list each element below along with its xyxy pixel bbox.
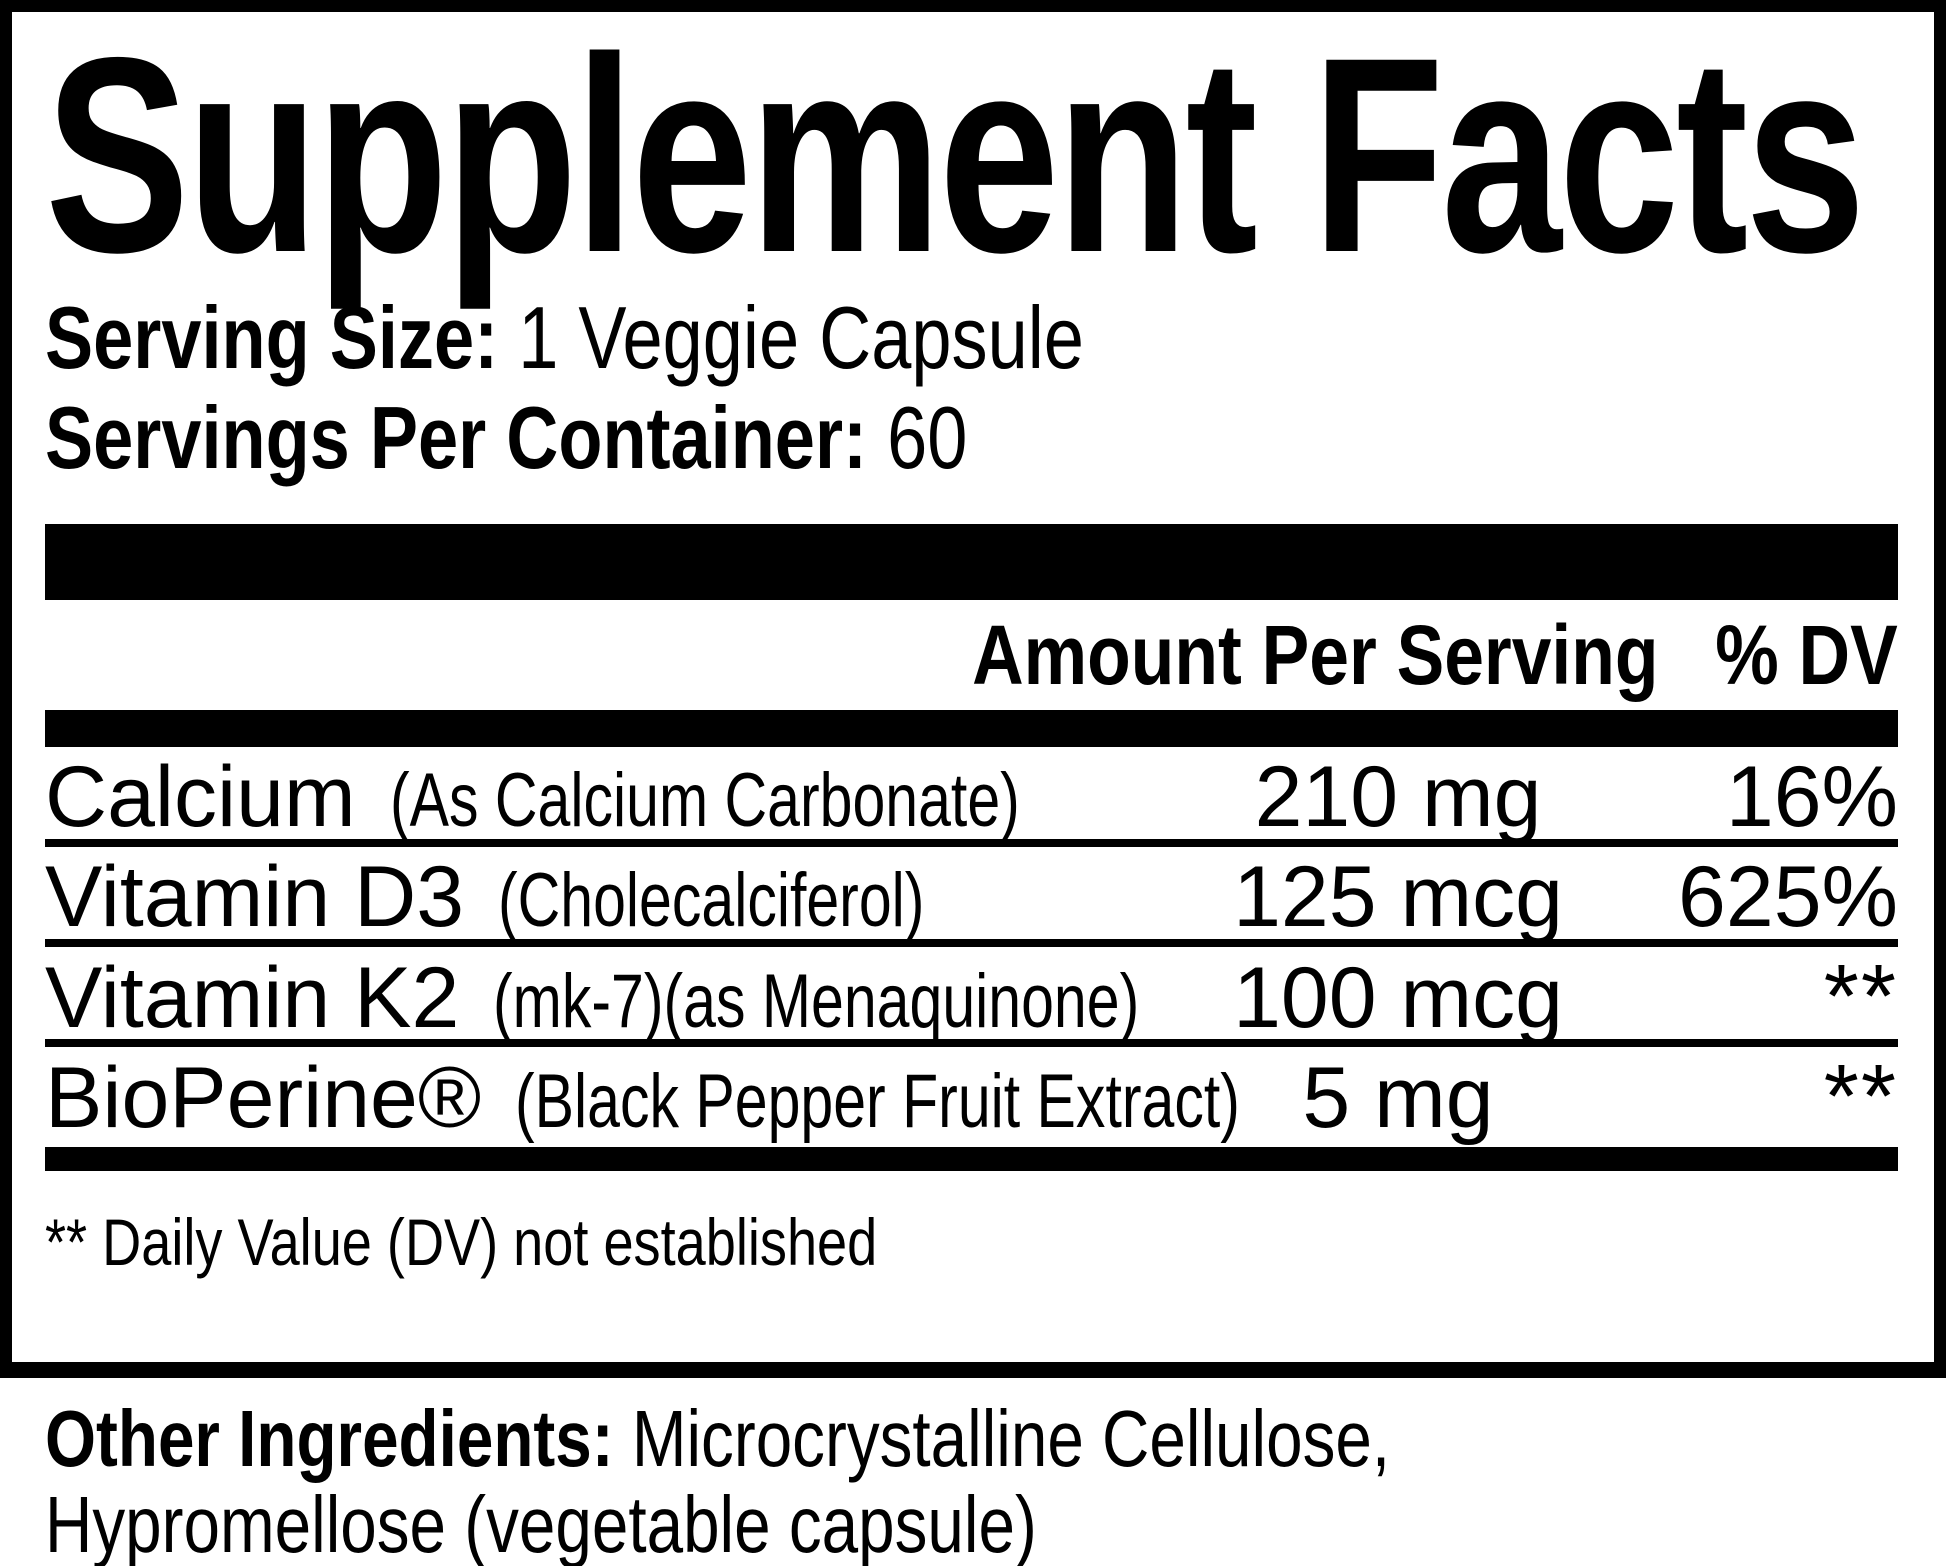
ingredient-dv: ** bbox=[1823, 1046, 1898, 1147]
ingredient-row-bioperine: BioPerine® (Black Pepper Fruit Extract) … bbox=[45, 1047, 1898, 1147]
ingredient-amount: 100 mcg bbox=[1233, 950, 1563, 1046]
separator-bar-thin bbox=[45, 1147, 1898, 1171]
ingredient-dv: 625% bbox=[1678, 849, 1898, 945]
ingredient-dv: ** bbox=[1823, 946, 1898, 1047]
serving-size-line: Serving Size: 1 Veggie Capsule bbox=[45, 288, 1898, 388]
ingredient-name-cell: Vitamin K2 (mk-7)(as Menaquinone) bbox=[45, 948, 1140, 1052]
percent-dv-header: % DV bbox=[1715, 608, 1898, 702]
other-ingredients-section: Other Ingredients: Microcrystalline Cell… bbox=[45, 1396, 1910, 1566]
ingredient-row-vitamin-d3: Vitamin D3 (Cholecalciferol) 125 mcg 625… bbox=[45, 847, 1898, 947]
ingredient-row-vitamin-k2: Vitamin K2 (mk-7)(as Menaquinone) 100 mc… bbox=[45, 947, 1898, 1047]
amount-per-serving-header: Amount Per Serving bbox=[971, 608, 1658, 702]
serving-size-label: Serving Size: bbox=[45, 288, 499, 387]
ingredient-name-cell: Vitamin D3 (Cholecalciferol) bbox=[45, 847, 1138, 951]
panel-title-line: Supplement Facts bbox=[45, 0, 1898, 310]
ingredient-name: Calcium bbox=[45, 749, 356, 845]
ingredient-row-calcium: Calcium (As Calcium Carbonate) 210 mg 16… bbox=[45, 747, 1898, 847]
ingredient-name: Vitamin D3 bbox=[45, 849, 465, 945]
ingredient-dv: 16% bbox=[1725, 749, 1898, 845]
facts-panel: Supplement Facts Serving Size: 1 Veggie … bbox=[0, 0, 1946, 1378]
table-header-row: Amount Per Serving % DV bbox=[45, 600, 1898, 710]
other-ingredients-line1: Microcrystalline Cellulose, bbox=[631, 1394, 1391, 1483]
separator-bar-medium bbox=[45, 710, 1898, 747]
ingredient-name: Vitamin K2 bbox=[45, 950, 460, 1046]
serving-size-value: 1 Veggie Capsule bbox=[518, 288, 1084, 387]
servings-per-container-value: 60 bbox=[887, 388, 968, 487]
ingredient-name-cell: BioPerine® (Black Pepper Fruit Extract) bbox=[45, 1048, 1240, 1152]
panel-title: Supplement Facts bbox=[45, 0, 1866, 310]
separator-bar-thick bbox=[45, 524, 1898, 600]
ingredient-amount: 210 mg bbox=[1254, 749, 1542, 845]
servings-per-container-label: Servings Per Container: bbox=[45, 388, 868, 487]
ingredient-detail: (Black Pepper Fruit Extract) bbox=[515, 1059, 1241, 1144]
ingredient-amount: 125 mcg bbox=[1233, 849, 1563, 945]
ingredient-amount: 5 mg bbox=[1302, 1050, 1494, 1146]
other-ingredients-label: Other Ingredients: bbox=[45, 1394, 614, 1483]
dv-footnote: ** Daily Value (DV) not established bbox=[45, 1205, 878, 1279]
ingredient-name: BioPerine® bbox=[45, 1050, 482, 1146]
ingredient-name-cell: Calcium (As Calcium Carbonate) bbox=[45, 747, 1138, 851]
ingredient-detail: (As Calcium Carbonate) bbox=[389, 758, 1020, 843]
ingredient-detail: (Cholecalciferol) bbox=[497, 858, 925, 943]
servings-per-container-line: Servings Per Container: 60 bbox=[45, 388, 1898, 488]
ingredient-detail: (mk-7)(as Menaquinone) bbox=[493, 959, 1140, 1044]
other-ingredients-line2: Hypromellose (vegetable capsule) bbox=[45, 1480, 1037, 1566]
